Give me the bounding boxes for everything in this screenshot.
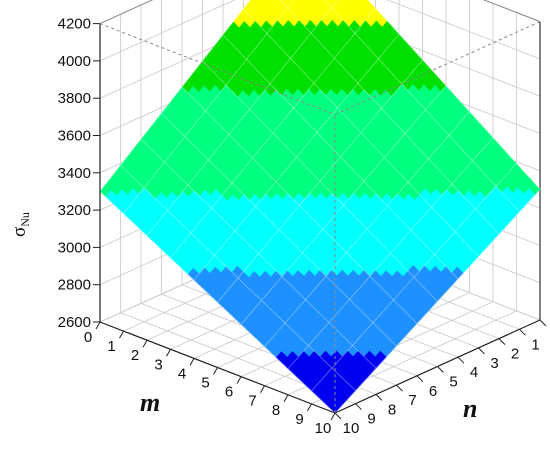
n-tick-label: 10: [343, 420, 360, 437]
box-edge: [334, 21, 541, 116]
z-tick-label: 3600: [58, 128, 91, 145]
surface-mesh-line: [311, 163, 517, 392]
z-tick-label: 3400: [58, 165, 91, 182]
m-tick-mark: [189, 358, 195, 366]
surface-mesh-line: [334, 189, 541, 414]
n-tick-mark: [498, 338, 506, 345]
surface-mesh-line: [120, 165, 356, 391]
m-tick-mark: [166, 349, 171, 357]
n-tick-mark: [539, 319, 547, 327]
surface-mesh-line: [217, 59, 423, 303]
m-tick-mark: [142, 339, 148, 348]
box-edge: [482, 0, 541, 23]
m-tick-label: 7: [248, 393, 256, 410]
z-axis-label-main: σ: [9, 227, 30, 237]
z-axis-label: σNu: [9, 212, 32, 237]
m-tick-mark: [307, 403, 312, 412]
z-tick-label: 3200: [58, 202, 91, 219]
z-tick-label: 3000: [58, 239, 91, 256]
n-tick-mark: [334, 412, 342, 420]
surface-mesh-line: [140, 139, 377, 369]
z-tick-label: 2600: [58, 314, 91, 331]
surface-mesh-line: [202, 60, 438, 302]
surface-mesh-line: [367, 0, 541, 190]
z-axis-ticks: 2600 2800 3000 3200 3400 3600 3800 4000 4200: [58, 16, 100, 331]
m-tick-label: 8: [272, 402, 280, 419]
n-tick-label: 5: [449, 374, 457, 391]
m-tick-mark: [119, 330, 124, 339]
surface-mesh-line: [243, 8, 479, 257]
n-tick-label: 7: [408, 392, 416, 409]
n-tick-label: 1: [531, 336, 539, 353]
surface: [99, 0, 541, 414]
n-tick-mark: [375, 394, 383, 401]
surface-mesh-line: [146, 0, 339, 236]
m-tick-label: 5: [201, 375, 209, 392]
n-tick-label: 3: [490, 355, 498, 372]
n-tick-mark: [519, 328, 526, 336]
m-tick-label: 3: [154, 356, 162, 373]
box-edge: [99, 23, 336, 116]
n-tick-mark: [355, 403, 362, 411]
m-tick-label: 9: [295, 411, 303, 428]
n-tick-label: 6: [429, 383, 437, 400]
surface-mesh-line: [264, 111, 470, 347]
surface-mesh-line: [279, 0, 500, 235]
n-tick-mark: [478, 347, 485, 355]
surface-mesh-line: [222, 34, 459, 280]
surface-mesh-line: [287, 137, 494, 369]
n-tick-mark: [396, 384, 403, 392]
n-tick-mark: [437, 366, 444, 373]
n-tick-label: 9: [367, 411, 375, 428]
n-tick-mark: [416, 375, 424, 383]
m-tick-label: 1: [107, 338, 115, 355]
m-tick-mark: [213, 367, 218, 375]
surface-mesh-line: [99, 0, 251, 192]
m-tick-mark: [260, 385, 265, 393]
m-tick-label: 2: [131, 347, 139, 364]
m-tick-mark: [236, 376, 242, 384]
surface-mesh-line: [161, 112, 397, 347]
m-tick-mark: [283, 394, 289, 403]
m-tick-mark: [95, 321, 101, 330]
z-axis-label-subscript: Nu: [18, 212, 32, 227]
m-tick-label: 10: [315, 420, 332, 437]
m-tick-label: 4: [178, 365, 186, 382]
z-tick-label: 4200: [58, 16, 91, 33]
z-tick-label: 2800: [58, 277, 91, 294]
n-tick-label: 8: [388, 401, 396, 418]
surface-mesh-line: [99, 191, 336, 414]
m-tick-mark: [330, 412, 336, 421]
surface-mesh-line: [170, 8, 376, 259]
m-tick-label: 6: [225, 384, 233, 401]
surface-mesh-line: [193, 33, 400, 281]
m-tick-label: 0: [84, 329, 92, 346]
n-axis-label: n: [463, 394, 477, 423]
box-edge: [99, 0, 154, 25]
surface-mesh-line: [240, 85, 447, 325]
m-axis-label: m: [140, 388, 160, 417]
n-tick-label: 2: [511, 346, 519, 363]
z-tick-label: 4000: [58, 53, 91, 70]
surface-mesh-line: [181, 86, 418, 324]
n-tick-label: 4: [470, 364, 478, 381]
z-tick-label: 3800: [58, 90, 91, 107]
n-tick-mark: [457, 356, 465, 364]
surface-mesh-line: [123, 0, 295, 214]
